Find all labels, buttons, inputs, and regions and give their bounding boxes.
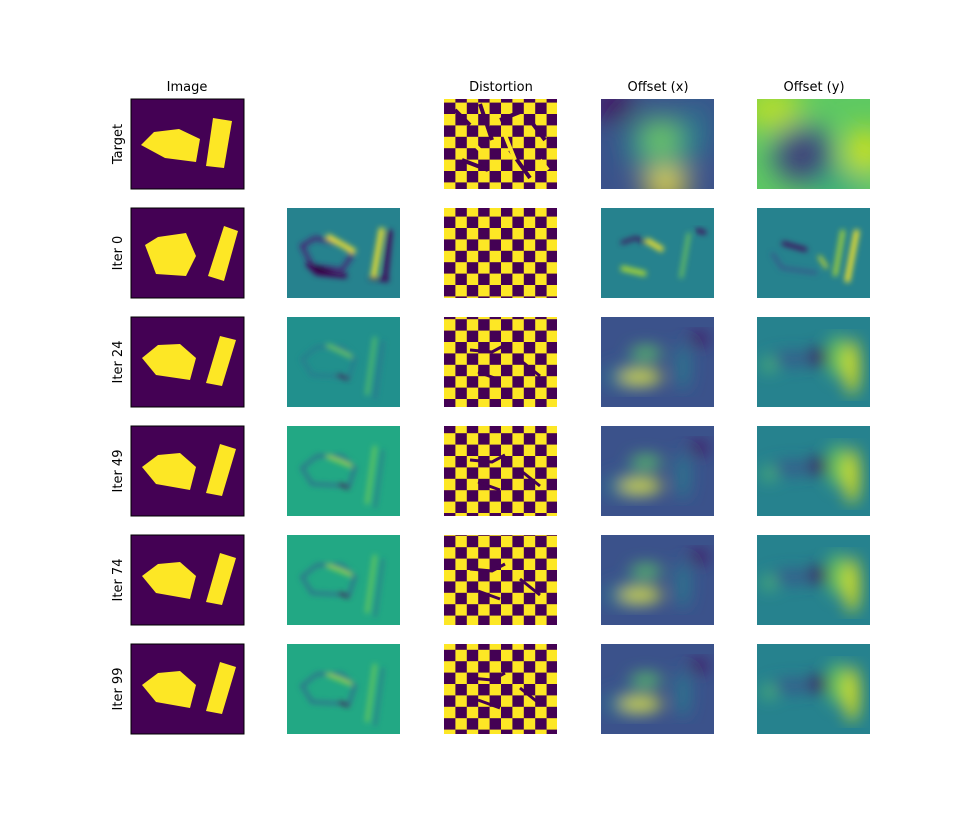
panel-iter74-distortion bbox=[444, 535, 557, 625]
row-label-iter-49: Iter 49 bbox=[111, 450, 126, 493]
panel-iter0-image bbox=[130, 207, 245, 299]
panel-iter24-image bbox=[130, 316, 245, 408]
panel-iter0-offset-x bbox=[601, 208, 714, 298]
row-label-iter-99: Iter 99 bbox=[111, 668, 126, 711]
row-label-iter-0: Iter 0 bbox=[111, 236, 126, 271]
panel-iter74-image bbox=[130, 534, 245, 626]
row-label-target: Target bbox=[111, 124, 126, 165]
col-title-offset-y: Offset (y) bbox=[783, 80, 844, 95]
panel-iter24-offset-x bbox=[601, 317, 714, 407]
panel-iter49-offset-x bbox=[601, 426, 714, 516]
panel-target-offset-x bbox=[601, 99, 714, 189]
panel-iter74-offset-x bbox=[601, 535, 714, 625]
panel-iter99-distortion bbox=[444, 644, 557, 734]
panel-iter99-diff bbox=[287, 644, 400, 734]
panel-iter99-offset-y bbox=[757, 644, 870, 734]
panel-iter24-diff bbox=[287, 317, 400, 407]
panel-iter99-image bbox=[130, 643, 245, 735]
panel-iter74-diff bbox=[287, 535, 400, 625]
panel-iter49-distortion bbox=[444, 426, 557, 516]
row-label-iter-74: Iter 74 bbox=[111, 559, 126, 602]
col-title-offset-x: Offset (x) bbox=[627, 80, 688, 95]
panel-iter49-offset-y bbox=[757, 426, 870, 516]
panel-iter24-offset-y bbox=[757, 317, 870, 407]
panel-target-distortion bbox=[444, 99, 557, 189]
panel-iter74-offset-y bbox=[757, 535, 870, 625]
panel-target-offset-y bbox=[757, 99, 870, 189]
panel-iter0-offset-y bbox=[757, 208, 870, 298]
panel-iter49-image bbox=[130, 425, 245, 517]
panel-iter99-offset-x bbox=[601, 644, 714, 734]
panel-iter0-distortion bbox=[444, 208, 557, 298]
col-title-image: Image bbox=[167, 80, 208, 95]
panel-iter24-distortion bbox=[444, 317, 557, 407]
panel-iter0-diff bbox=[287, 208, 400, 298]
panel-iter49-diff bbox=[287, 426, 400, 516]
panel-target-image bbox=[130, 98, 245, 190]
row-label-iter-24: Iter 24 bbox=[111, 341, 126, 384]
col-title-distortion: Distortion bbox=[469, 80, 533, 95]
